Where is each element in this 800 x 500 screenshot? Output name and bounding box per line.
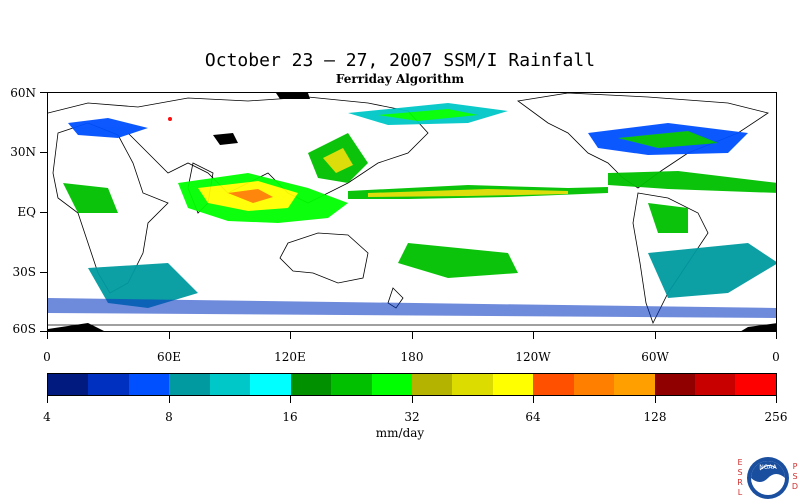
colorbar-swatch-2 xyxy=(128,374,170,395)
noaa-logo: E S R L NOAA P S D xyxy=(736,456,800,500)
colorbar-swatch-1 xyxy=(88,374,129,395)
units-label: mm/day xyxy=(375,426,425,440)
noaa-emblem-icon: NOAA xyxy=(747,457,789,499)
colorbar-swatch-15 xyxy=(654,374,695,395)
colorbar-swatch-17 xyxy=(735,374,776,395)
lon-label-0-left: 0 xyxy=(43,350,51,364)
colorbar-swatch-11 xyxy=(492,374,534,395)
colorbar-label-128: 128 xyxy=(643,410,667,424)
colorbar-swatch-4 xyxy=(209,374,251,395)
map-subtitle: Ferriday Algorithm xyxy=(335,72,465,86)
lon-label-0-right: 0 xyxy=(772,350,780,364)
map-title: October 23 – 27, 2007 SSM/I Rainfall xyxy=(204,50,596,71)
colorbar-label-8: 8 xyxy=(165,410,173,424)
lat-label-60n: 60N xyxy=(10,86,36,100)
colorbar-label-32: 32 xyxy=(404,410,420,424)
colorbar-swatch-9 xyxy=(411,374,453,395)
lon-label-180: 180 xyxy=(400,350,424,364)
lat-label-30s: 30S xyxy=(12,265,37,279)
psd-letters: P S D xyxy=(791,462,799,491)
world-map-svg xyxy=(48,93,776,331)
lat-label-eq: EQ xyxy=(17,205,36,219)
colorbar-swatch-10 xyxy=(452,374,493,395)
australia-outline xyxy=(279,232,369,284)
lon-label-60w: 60W xyxy=(641,350,669,364)
colorbar-swatch-3 xyxy=(169,374,210,395)
colorbar-swatch-7 xyxy=(331,374,372,395)
rainfall-map xyxy=(47,92,777,332)
colorbar-swatch-0 xyxy=(48,374,89,395)
lon-label-120e: 120E xyxy=(274,350,306,364)
lat-label-60s: 60S xyxy=(12,322,37,336)
lon-label-60e: 60E xyxy=(156,350,182,364)
lon-label-120w: 120W xyxy=(515,350,551,364)
colorbar-label-256: 256 xyxy=(764,410,788,424)
colorbar-label-64: 64 xyxy=(525,410,541,424)
colorbar-swatch-14 xyxy=(614,374,655,395)
colorbar-swatch-8 xyxy=(371,374,412,395)
lat-label-30n: 30N xyxy=(10,145,36,159)
colorbar-swatch-12 xyxy=(533,374,574,395)
colorbar-swatch-5 xyxy=(250,374,291,395)
colorbar-label-16: 16 xyxy=(282,410,298,424)
svg-text:NOAA: NOAA xyxy=(759,464,777,471)
colorbar-swatch-16 xyxy=(695,374,736,395)
colorbar-swatch-6 xyxy=(290,374,332,395)
colorbar-label-4: 4 xyxy=(43,410,51,424)
rainfall-colorbar xyxy=(47,373,777,396)
esrl-letters: E S R L xyxy=(737,458,743,497)
colorbar-swatch-13 xyxy=(573,374,615,395)
